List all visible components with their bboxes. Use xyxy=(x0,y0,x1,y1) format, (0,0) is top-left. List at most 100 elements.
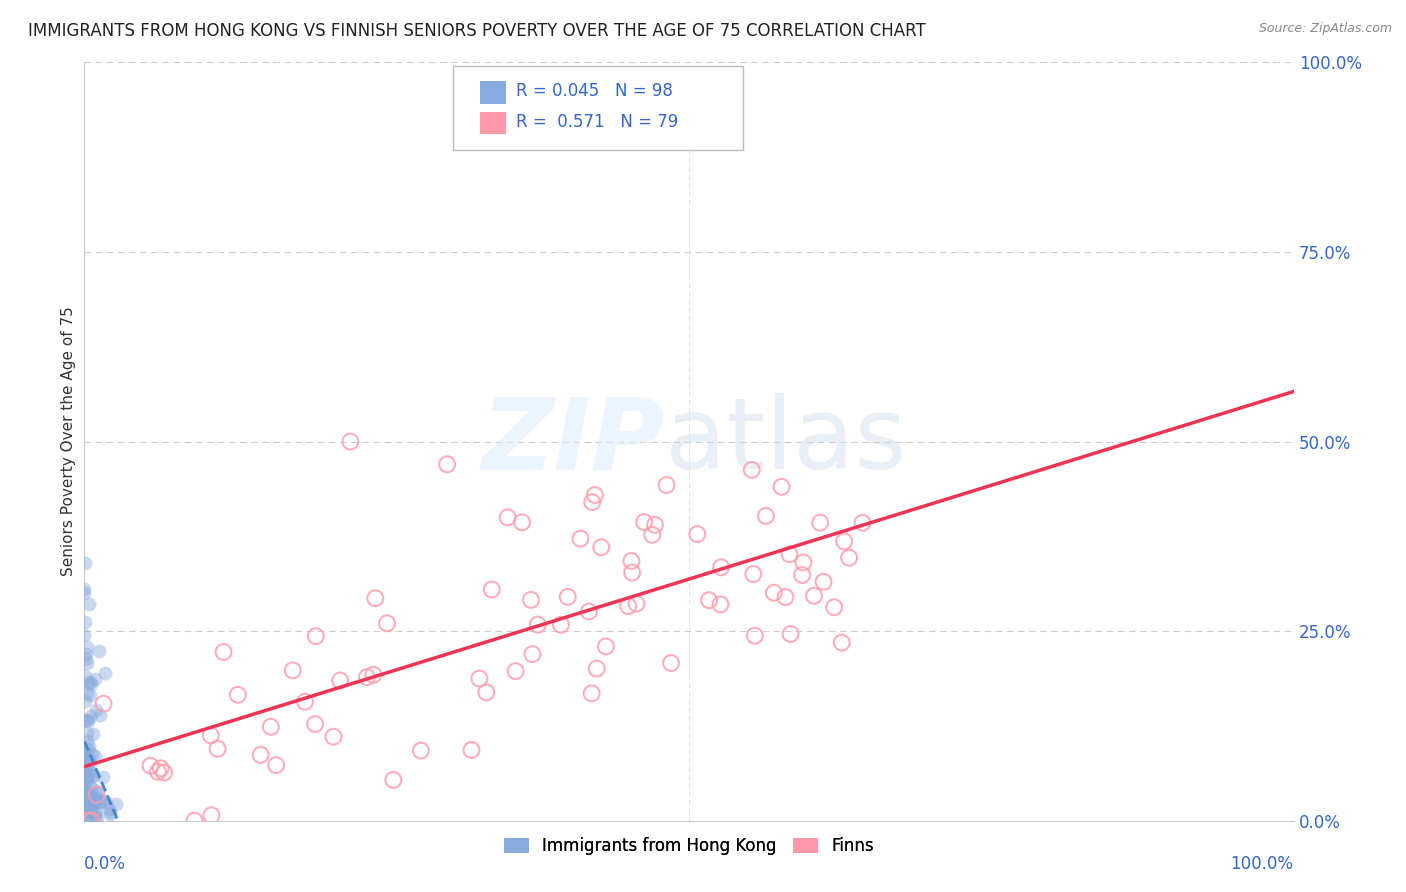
Point xyxy=(77,797,100,811)
Point xyxy=(617,599,640,613)
Point xyxy=(260,720,283,734)
Point xyxy=(84,792,107,806)
Point xyxy=(73,806,96,821)
Point xyxy=(75,768,97,782)
Point xyxy=(77,789,100,804)
Point xyxy=(73,669,96,683)
Point xyxy=(75,797,97,812)
Point xyxy=(460,743,482,757)
Point xyxy=(73,628,96,642)
Point xyxy=(633,515,655,529)
Point xyxy=(77,764,100,778)
Point xyxy=(75,790,97,805)
Point xyxy=(496,510,519,524)
Point xyxy=(363,667,385,681)
Point xyxy=(76,752,98,766)
Point xyxy=(778,547,800,561)
Point xyxy=(79,811,101,825)
Point xyxy=(75,652,97,666)
Point xyxy=(80,677,103,691)
Point xyxy=(76,752,98,766)
Point xyxy=(146,764,169,779)
Point xyxy=(75,714,97,728)
Point xyxy=(505,664,527,678)
Point xyxy=(621,566,644,580)
Point xyxy=(76,793,98,807)
FancyBboxPatch shape xyxy=(479,112,506,135)
Point xyxy=(98,806,121,821)
Point xyxy=(90,794,112,808)
Point xyxy=(84,672,107,686)
Point xyxy=(97,802,120,816)
Point xyxy=(626,597,648,611)
Text: IMMIGRANTS FROM HONG KONG VS FINNISH SENIORS POVERTY OVER THE AGE OF 75 CORRELAT: IMMIGRANTS FROM HONG KONG VS FINNISH SEN… xyxy=(28,22,927,40)
Text: Source: ZipAtlas.com: Source: ZipAtlas.com xyxy=(1258,22,1392,36)
Point xyxy=(305,629,328,643)
Point xyxy=(468,672,491,686)
Point xyxy=(73,694,96,708)
FancyBboxPatch shape xyxy=(479,81,506,104)
Point xyxy=(79,788,101,802)
Point xyxy=(620,554,643,568)
Point xyxy=(73,556,96,570)
Point xyxy=(79,674,101,689)
Point xyxy=(409,743,432,757)
Point xyxy=(803,589,825,603)
Point xyxy=(80,812,103,826)
Point xyxy=(550,617,572,632)
Point xyxy=(75,797,97,811)
Point xyxy=(84,805,107,819)
Point xyxy=(183,814,205,828)
Text: ZIP: ZIP xyxy=(482,393,665,490)
Point xyxy=(76,726,98,740)
Point xyxy=(75,647,97,661)
Point xyxy=(813,574,835,589)
Point xyxy=(339,434,361,449)
Point xyxy=(557,590,579,604)
Point xyxy=(80,780,103,795)
Point xyxy=(581,686,603,700)
Point xyxy=(364,591,387,606)
Point xyxy=(686,527,709,541)
Point xyxy=(73,780,96,795)
Point xyxy=(79,766,101,780)
Point xyxy=(79,779,101,793)
Point xyxy=(82,790,104,805)
Point xyxy=(832,534,855,549)
Legend: Immigrants from Hong Kong, Finns: Immigrants from Hong Kong, Finns xyxy=(498,830,880,862)
Point xyxy=(73,586,96,600)
Point xyxy=(522,647,544,661)
Point xyxy=(200,808,222,822)
Point xyxy=(93,665,115,680)
Text: R =  0.571   N = 79: R = 0.571 N = 79 xyxy=(516,112,678,130)
Point xyxy=(104,797,127,811)
Point xyxy=(86,784,108,798)
Point xyxy=(709,597,731,611)
Point xyxy=(659,656,682,670)
Point xyxy=(207,742,229,756)
Point xyxy=(77,787,100,801)
Point xyxy=(75,803,97,817)
Point xyxy=(94,796,117,810)
Point xyxy=(91,770,114,784)
Point xyxy=(436,458,458,472)
Point xyxy=(655,478,678,492)
Point xyxy=(73,790,96,805)
Point xyxy=(823,600,845,615)
Point xyxy=(526,617,548,632)
Point xyxy=(792,556,814,570)
Point xyxy=(80,709,103,723)
Point xyxy=(281,664,304,678)
Point xyxy=(762,585,785,599)
Point xyxy=(481,582,503,597)
Point xyxy=(93,697,115,711)
Point xyxy=(792,568,814,582)
Point xyxy=(149,761,172,775)
Text: 100.0%: 100.0% xyxy=(1230,855,1294,872)
Point xyxy=(87,644,110,658)
Point xyxy=(77,739,100,754)
Point xyxy=(73,797,96,812)
Point xyxy=(87,794,110,808)
Point xyxy=(76,714,98,728)
Point xyxy=(581,495,603,509)
